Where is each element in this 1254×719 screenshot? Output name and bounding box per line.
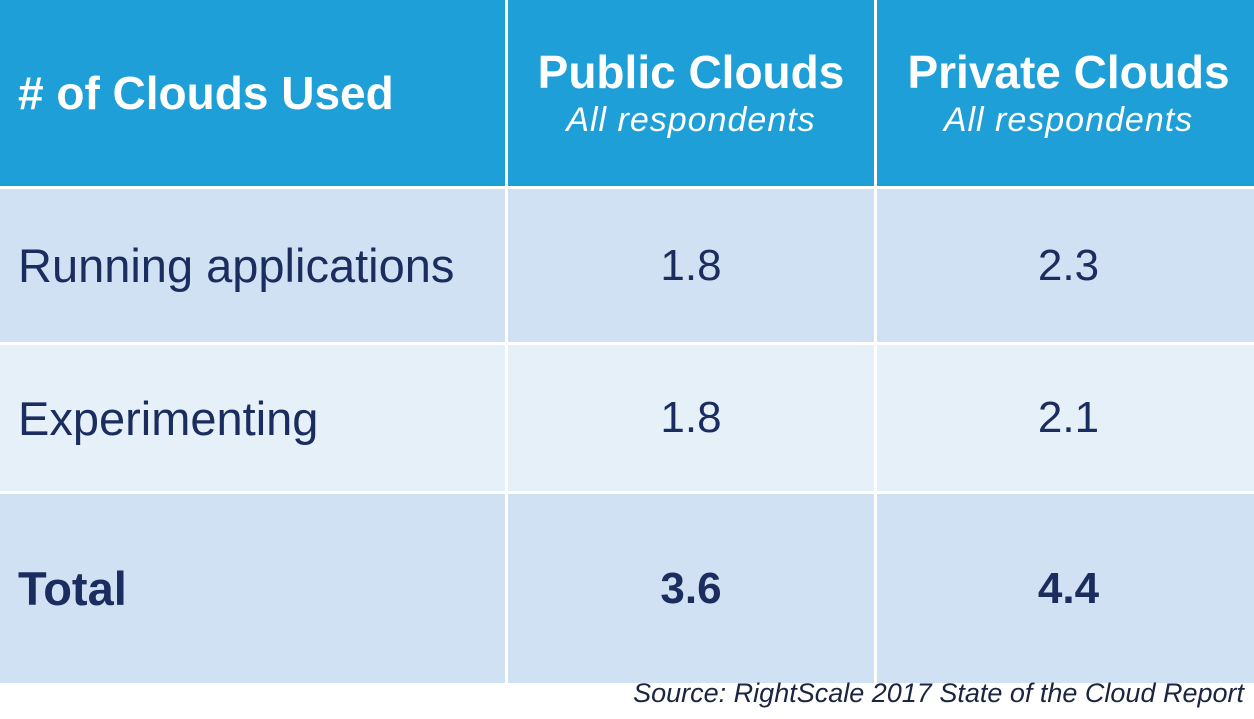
source-note: Source: RightScale 2017 State of the Clo… <box>633 678 1244 708</box>
header-private-clouds-subtitle: All respondents <box>943 101 1194 139</box>
header-private-clouds: Private Clouds All respondents <box>877 0 1254 186</box>
row-experimenting-private: 2.1 <box>877 345 1254 491</box>
row-total-private: 4.4 <box>877 494 1254 683</box>
row-experimenting-public: 1.8 <box>508 345 874 491</box>
row-total-label: Total <box>0 494 505 683</box>
clouds-used-table: # of Clouds Used Public Clouds All respo… <box>0 0 1254 683</box>
header-public-clouds-title: Public Clouds <box>537 46 845 98</box>
header-clouds-used: # of Clouds Used <box>0 0 505 186</box>
row-running-applications-label: Running applications <box>0 189 505 342</box>
header-clouds-used-label: # of Clouds Used <box>18 67 394 119</box>
row-experimenting-label: Experimenting <box>0 345 505 491</box>
row-total-public: 3.6 <box>508 494 874 683</box>
header-private-clouds-title: Private Clouds <box>907 46 1230 98</box>
row-running-applications-public: 1.8 <box>508 189 874 342</box>
header-public-clouds-subtitle: All respondents <box>566 101 816 139</box>
row-running-applications-private: 2.3 <box>877 189 1254 342</box>
header-public-clouds: Public Clouds All respondents <box>508 0 874 186</box>
